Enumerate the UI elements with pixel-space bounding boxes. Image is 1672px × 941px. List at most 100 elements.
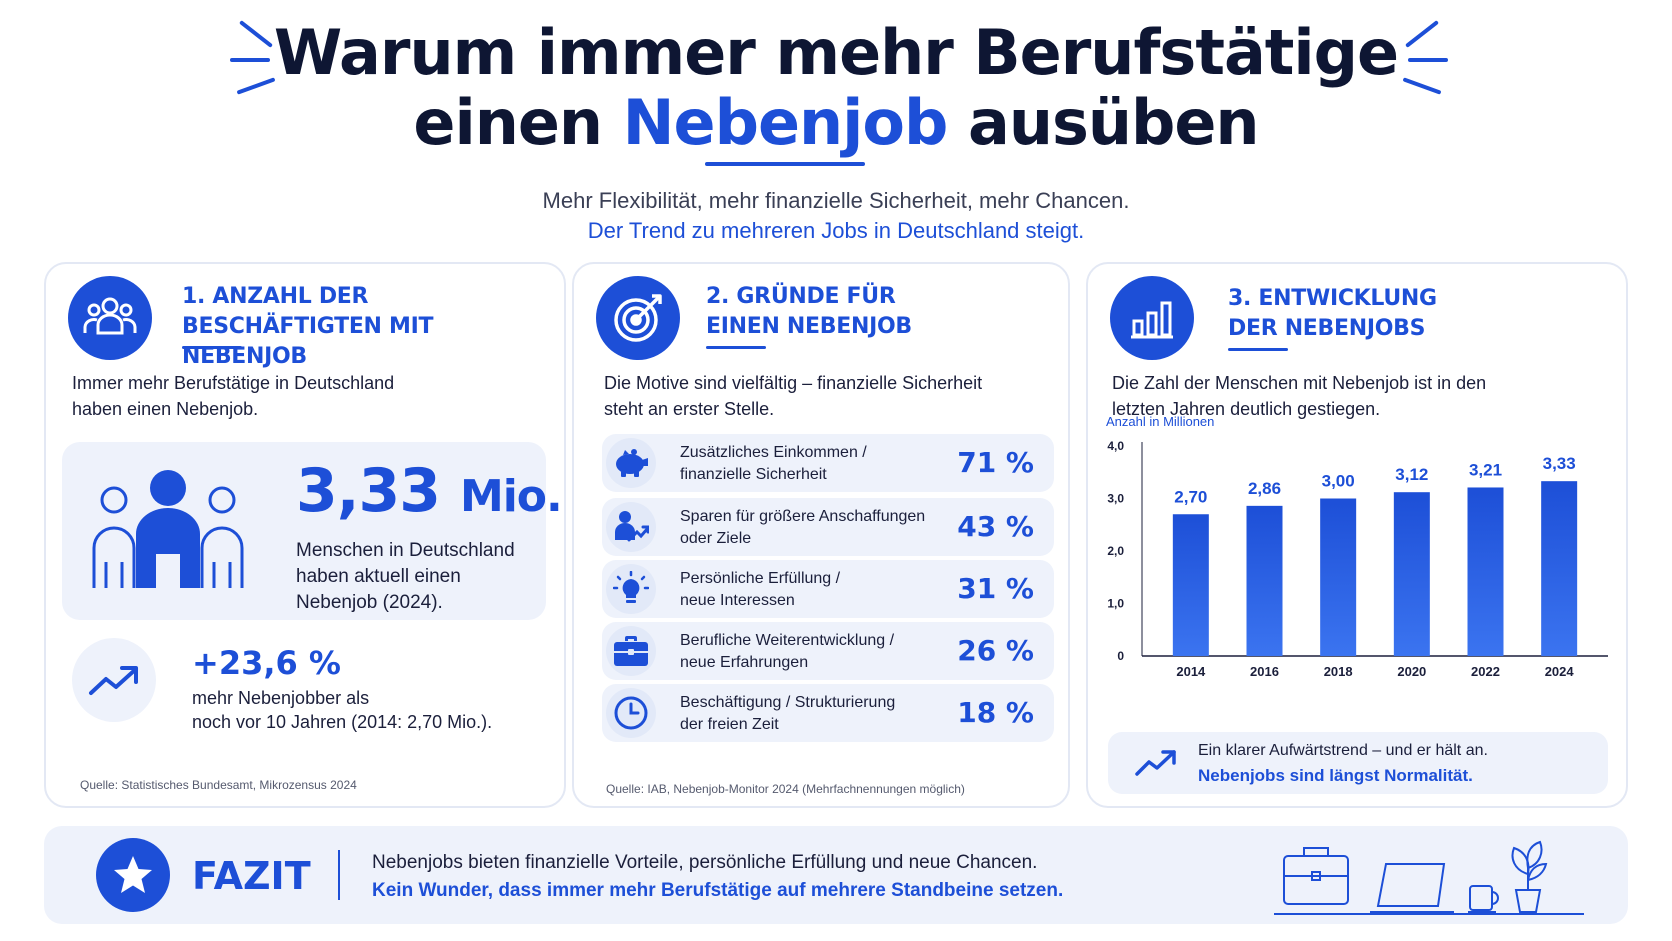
lightbulb-icon — [606, 564, 656, 614]
bar-chart: Anzahl in Millionen 0 1,0 2,0 3,0 4,0 2,70 2014… — [1106, 414, 1608, 679]
reason-row: Beschäftigung / Strukturierung der freie… — [602, 684, 1054, 742]
stat-number: 3,33 — [296, 456, 441, 526]
bar-2020 — [1393, 492, 1430, 656]
y-tick-label: 2,0 — [1107, 544, 1124, 558]
reason-row: Zusätzliches Einkommen / finanzielle Sic… — [602, 434, 1054, 492]
reason-label: Berufliche Weiterentwicklung / neue Erfa… — [680, 630, 894, 674]
savings-growth-icon — [606, 502, 656, 552]
reason-row: Persönliche Erfüllung / neue Interessen … — [602, 560, 1054, 618]
card1-intro: Immer mehr Berufstätige in Deutschland h… — [72, 370, 394, 422]
card2-intro: Die Motive sind vielfältig – finanzielle… — [604, 370, 982, 422]
title-pre: einen — [413, 86, 623, 159]
desk-illustration-icon — [1274, 840, 1584, 915]
fazit-divider — [338, 850, 340, 900]
fazit-banner: FAZIT Nebenjobs bieten finanzielle Vorte… — [44, 826, 1628, 924]
burst-right-icon — [1398, 20, 1448, 95]
bar-2018 — [1320, 498, 1357, 656]
stat-box: 3,33 Mio. Menschen in Deutschland haben … — [62, 442, 563, 620]
reason-label-line2: neue Interessen — [680, 592, 795, 609]
reason-label-line1: Beschäftigung / Strukturierung — [680, 694, 896, 711]
target-icon — [596, 276, 680, 360]
burst-left-icon — [230, 20, 280, 95]
star-icon — [96, 838, 170, 912]
trend-up-icon — [1135, 750, 1176, 776]
reason-label-line2: oder Ziele — [680, 530, 752, 547]
card1-source: Quelle: Statistisches Bundesamt, Mikroze… — [80, 778, 357, 792]
bar-value-label: 3,00 — [1322, 472, 1355, 491]
title-post: ausüben — [947, 86, 1260, 159]
bar-value-label: 2,86 — [1248, 479, 1281, 498]
card2-title: 2. GRÜNDE FÜR EINEN NEBENJOB — [706, 282, 912, 342]
reason-label-line2: der freien Zeit — [680, 716, 779, 733]
y-tick-label: 3,0 — [1107, 492, 1124, 506]
card2-intro-line1: Die Motive sind vielfältig – finanzielle… — [604, 373, 983, 393]
card3-title-line1: 3. ENTWICKLUNG — [1228, 286, 1437, 311]
card1-title-line2: BESCHÄFTIGTEN MIT NEBENJOB — [182, 314, 434, 369]
stat-description: Menschen in Deutschland haben aktuell ei… — [296, 538, 515, 616]
reason-percent: 71 % — [957, 446, 1034, 479]
reason-label-line1: Berufliche Weiterentwicklung / — [680, 632, 895, 649]
reason-label-line1: Zusätzliches Einkommen / — [680, 444, 867, 461]
people-group-icon — [68, 276, 152, 360]
title-line-2: einen Nebenjob ausüben — [0, 86, 1672, 166]
card2-title-bar — [706, 346, 766, 349]
clock-icon — [606, 688, 656, 738]
title-accent-text: Nebenjob — [622, 86, 949, 159]
card3-title-bar — [1228, 348, 1288, 351]
bar-2014 — [1172, 514, 1209, 656]
card3-intro-line2: letzten Jahren deutlich gestiegen. — [1112, 399, 1381, 419]
growth-desc-line2: noch vor 10 Jahren (2014: 2,70 Mio.). — [192, 712, 493, 732]
x-tick-label: 2014 — [1176, 664, 1206, 679]
card-reasons: 2. GRÜNDE FÜR EINEN NEBENJOB Die Motive … — [572, 262, 1070, 808]
briefcase-icon — [606, 626, 656, 676]
stat-value: 3,33 Mio. — [296, 456, 563, 526]
trend-box: Ein klarer Aufwärtstrend – und er hält a… — [1108, 732, 1608, 794]
x-tick-label: 2016 — [1250, 664, 1279, 679]
reason-label: Zusätzliches Einkommen / finanzielle Sic… — [680, 442, 867, 486]
title-underline — [705, 162, 866, 166]
people-illustration-icon — [92, 470, 244, 588]
y-tick-label: 4,0 — [1107, 439, 1124, 453]
bar-value-label: 3,21 — [1469, 460, 1502, 479]
bar-value-label: 3,12 — [1395, 465, 1428, 484]
reason-percent: 31 % — [957, 572, 1034, 605]
card3-title-line2: DER NEBENJOBS — [1228, 316, 1426, 341]
card1-intro-line1: Immer mehr Berufstätige in Deutschland — [72, 373, 395, 393]
trend-up-icon — [72, 638, 156, 722]
bar-2024 — [1541, 481, 1578, 656]
reason-label: Beschäftigung / Strukturierung der freie… — [680, 692, 895, 736]
y-tick-label: 0 — [1117, 649, 1124, 663]
subtitle-line-2: Der Trend zu mehreren Jobs in Deutschlan… — [587, 218, 1085, 243]
stat-desc-line2: haben aktuell einen — [296, 566, 461, 587]
growth-desc-line1: mehr Nebenjobber als — [192, 688, 370, 708]
bar-value-label: 3,33 — [1543, 454, 1576, 473]
card1-title-bar — [182, 346, 242, 349]
x-tick-label: 2022 — [1471, 664, 1500, 679]
card2-title-line2: EINEN NEBENJOB — [706, 314, 912, 339]
reason-label: Sparen für größere Anschaffungen oder Zi… — [680, 506, 925, 550]
card3-intro-line1: Die Zahl der Menschen mit Nebenjob ist i… — [1112, 373, 1487, 393]
card1-intro-line2: haben einen Nebenjob. — [72, 399, 259, 419]
bar-chart-icon — [1110, 276, 1194, 360]
page-title: Warum immer mehr Berufstätige einen Nebe… — [0, 18, 1672, 166]
card3-title: 3. ENTWICKLUNG DER NEBENJOBS — [1228, 284, 1437, 344]
growth-value: +23,6 % — [192, 644, 341, 682]
chart-ylabel: Anzahl in Millionen — [1106, 414, 1214, 429]
reason-percent: 43 % — [957, 510, 1034, 543]
title-accent: Nebenjob — [622, 86, 949, 166]
bar-2022 — [1467, 487, 1504, 656]
reason-label-line2: finanzielle Sicherheit — [680, 466, 827, 483]
growth-description: mehr Nebenjobber als noch vor 10 Jahren … — [192, 686, 492, 734]
reason-row: Sparen für größere Anschaffungen oder Zi… — [602, 498, 1054, 556]
fazit-label: FAZIT — [192, 854, 311, 898]
card-development: 3. ENTWICKLUNG DER NEBENJOBS Die Zahl de… — [1086, 262, 1628, 808]
card1-title: 1. ANZAHL DER BESCHÄFTIGTEN MIT NEBENJOB — [182, 282, 564, 372]
bar-value-label: 2,70 — [1174, 487, 1207, 506]
reason-row: Berufliche Weiterentwicklung / neue Erfa… — [602, 622, 1054, 680]
card3-intro: Die Zahl der Menschen mit Nebenjob ist i… — [1112, 370, 1486, 422]
reason-percent: 26 % — [957, 634, 1034, 667]
subtitle-line-1: Mehr Flexibilität, mehr finanzielle Sich… — [542, 188, 1130, 213]
stat-desc-line3: Nebenjob (2024). — [296, 592, 443, 613]
bar-2016 — [1246, 505, 1283, 656]
y-tick-label: 1,0 — [1107, 597, 1124, 611]
